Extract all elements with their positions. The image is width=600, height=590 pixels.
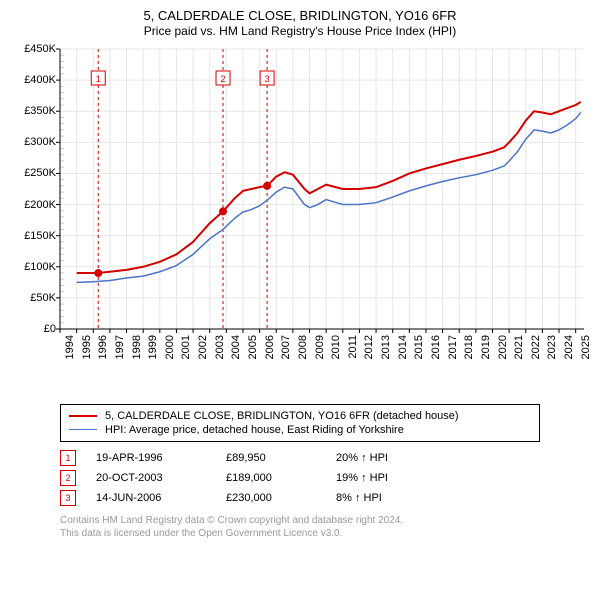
chart-title: 5, CALDERDALE CLOSE, BRIDLINGTON, YO16 6… [10, 8, 590, 24]
x-tick-label: 2006 [264, 335, 276, 365]
x-tick-label: 1998 [131, 335, 143, 365]
x-tick-label: 2023 [546, 335, 558, 365]
footer-line-2: This data is licensed under the Open Gov… [60, 527, 590, 540]
y-tick-label: £0 [10, 323, 56, 335]
legend-item: HPI: Average price, detached house, East… [69, 423, 531, 437]
x-tick-label: 2024 [563, 335, 575, 365]
footer-line-1: Contains HM Land Registry data © Crown c… [60, 514, 590, 527]
legend-item: 5, CALDERDALE CLOSE, BRIDLINGTON, YO16 6… [69, 409, 531, 423]
chart-svg: 1 2 3 [10, 44, 590, 364]
y-tick-label: £400K [10, 74, 56, 86]
x-tick-label: 2011 [347, 335, 359, 365]
footer: Contains HM Land Registry data © Crown c… [60, 514, 590, 540]
x-tick-label: 2013 [380, 335, 392, 365]
y-tick-label: £50K [10, 292, 56, 304]
x-tick-label: 2003 [214, 335, 226, 365]
y-tick-label: £450K [10, 43, 56, 55]
x-tick-label: 1996 [97, 335, 109, 365]
legend-label: HPI: Average price, detached house, East… [105, 424, 404, 436]
x-tick-label: 2005 [247, 335, 259, 365]
svg-text:3: 3 [265, 74, 270, 84]
sale-marker: 2 [60, 470, 76, 486]
chart-subtitle: Price paid vs. HM Land Registry's House … [10, 24, 590, 38]
x-tick-label: 2022 [530, 335, 542, 365]
y-tick-label: £200K [10, 199, 56, 211]
sale-pct: 8% ↑ HPI [336, 492, 436, 504]
y-tick-label: £250K [10, 167, 56, 179]
x-tick-label: 2025 [580, 335, 592, 365]
sale-marker: 3 [60, 490, 76, 506]
x-tick-label: 2012 [363, 335, 375, 365]
sale-price: £89,950 [226, 452, 336, 464]
x-tick-label: 2000 [164, 335, 176, 365]
y-tick-label: £300K [10, 136, 56, 148]
x-tick-label: 1997 [114, 335, 126, 365]
legend-label: 5, CALDERDALE CLOSE, BRIDLINGTON, YO16 6… [105, 410, 459, 422]
sale-pct: 19% ↑ HPI [336, 472, 436, 484]
x-tick-label: 2016 [430, 335, 442, 365]
sale-price: £230,000 [226, 492, 336, 504]
sale-row: 1 19-APR-1996£89,95020% ↑ HPI [60, 448, 590, 468]
x-tick-label: 2021 [513, 335, 525, 365]
x-tick-label: 2001 [180, 335, 192, 365]
y-tick-label: £150K [10, 230, 56, 242]
y-tick-label: £100K [10, 261, 56, 273]
sale-row: 3 14-JUN-2006£230,0008% ↑ HPI [60, 488, 590, 508]
x-tick-label: 2017 [447, 335, 459, 365]
x-tick-label: 2007 [280, 335, 292, 365]
x-tick-label: 2020 [497, 335, 509, 365]
svg-text:2: 2 [221, 74, 226, 84]
x-tick-label: 1994 [64, 335, 76, 365]
x-tick-label: 2018 [463, 335, 475, 365]
legend: 5, CALDERDALE CLOSE, BRIDLINGTON, YO16 6… [60, 404, 540, 442]
sale-price: £189,000 [226, 472, 336, 484]
x-tick-label: 1999 [147, 335, 159, 365]
sale-pct: 20% ↑ HPI [336, 452, 436, 464]
sale-date: 19-APR-1996 [96, 452, 226, 464]
legend-swatch [69, 429, 97, 430]
x-tick-label: 2019 [480, 335, 492, 365]
legend-swatch [69, 415, 97, 417]
y-tick-label: £350K [10, 105, 56, 117]
sale-row: 2 20-OCT-2003£189,00019% ↑ HPI [60, 468, 590, 488]
sale-marker: 1 [60, 450, 76, 466]
x-tick-label: 2002 [197, 335, 209, 365]
x-tick-label: 2014 [397, 335, 409, 365]
x-tick-label: 2009 [314, 335, 326, 365]
page: 5, CALDERDALE CLOSE, BRIDLINGTON, YO16 6… [0, 0, 600, 590]
svg-text:1: 1 [96, 74, 101, 84]
x-tick-label: 2004 [230, 335, 242, 365]
x-tick-label: 2010 [330, 335, 342, 365]
x-tick-label: 1995 [81, 335, 93, 365]
x-tick-label: 2008 [297, 335, 309, 365]
chart: 1 2 3 £0 £50K £100K £150K £200K £250K £300K £350K… [10, 44, 590, 364]
sales-list: 1 19-APR-1996£89,95020% ↑ HPI 2 20-OCT-2003… [10, 448, 590, 508]
sale-date: 14-JUN-2006 [96, 492, 226, 504]
sale-date: 20-OCT-2003 [96, 472, 226, 484]
x-tick-label: 2015 [413, 335, 425, 365]
